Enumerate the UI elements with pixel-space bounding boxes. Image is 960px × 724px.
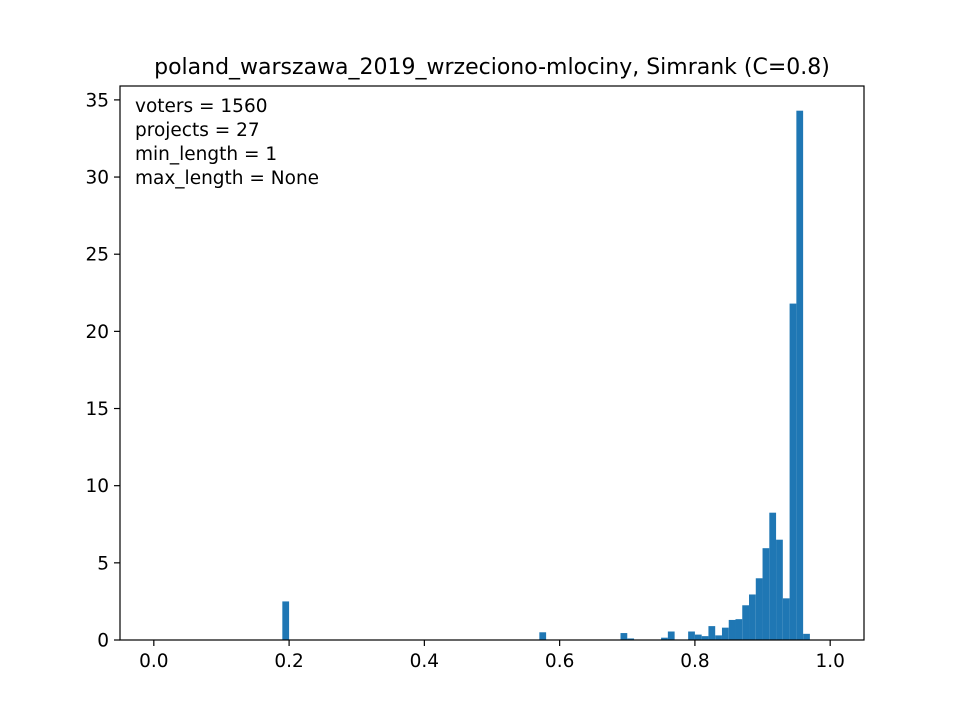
histogram-bar [694, 634, 702, 640]
histogram-bar [627, 638, 635, 640]
x-tick-label: 1.0 [815, 651, 844, 672]
y-axis: 0 5 10 15 20 25 30 35 [85, 90, 120, 652]
y-tick-label: 0 [97, 631, 109, 652]
histogram-bar [701, 636, 709, 640]
x-tick-label: 0.0 [139, 651, 168, 672]
histogram-bar [620, 633, 628, 640]
annotation-line: voters = 1560 [135, 96, 268, 117]
x-tick-label: 0.6 [545, 651, 574, 672]
y-tick-label: 20 [85, 322, 109, 343]
histogram-bar [282, 601, 290, 640]
y-tick-label: 30 [85, 168, 109, 189]
stats-annotation: voters = 1560 projects = 27 min_length = 1… [135, 96, 319, 189]
x-tick-label: 0.2 [274, 651, 303, 672]
y-tick-label: 35 [85, 90, 109, 111]
y-tick-label: 15 [85, 399, 109, 420]
plot-frame [119, 85, 865, 641]
histogram-bar [708, 626, 716, 640]
histogram-bar [721, 627, 729, 640]
histogram-bar [749, 594, 756, 640]
histogram-bar [755, 578, 763, 640]
histogram-bar [796, 110, 804, 641]
histogram-bar [667, 631, 675, 640]
histogram-bar [776, 539, 783, 640]
histogram-bar [715, 635, 722, 640]
histogram-bar [769, 512, 777, 640]
histogram-bar [742, 605, 750, 640]
annotation-line: max_length = None [135, 168, 319, 189]
y-tick-label: 25 [85, 245, 109, 266]
histogram-bar [789, 303, 797, 640]
chart-title: poland_warszawa_2019_wrzeciono-mlociny, … [154, 55, 830, 80]
histogram-bar [661, 637, 668, 640]
annotation-line: projects = 27 [135, 120, 260, 141]
annotation-line: min_length = 1 [135, 144, 277, 165]
x-tick-label: 0.8 [680, 651, 709, 672]
y-tick-label: 5 [97, 553, 109, 574]
histogram-bar [762, 548, 770, 640]
histogram-bar [728, 619, 736, 640]
bars-group [282, 110, 810, 641]
histogram-bar [782, 598, 790, 640]
y-tick-label: 10 [85, 476, 109, 497]
histogram-bar [735, 619, 743, 640]
histogram-bar [803, 633, 810, 640]
histogram-bar [539, 632, 547, 640]
x-tick-label: 0.4 [410, 651, 439, 672]
x-axis: 0.0 0.2 0.4 0.6 0.8 1.0 [139, 640, 845, 672]
histogram-bar [688, 631, 695, 640]
